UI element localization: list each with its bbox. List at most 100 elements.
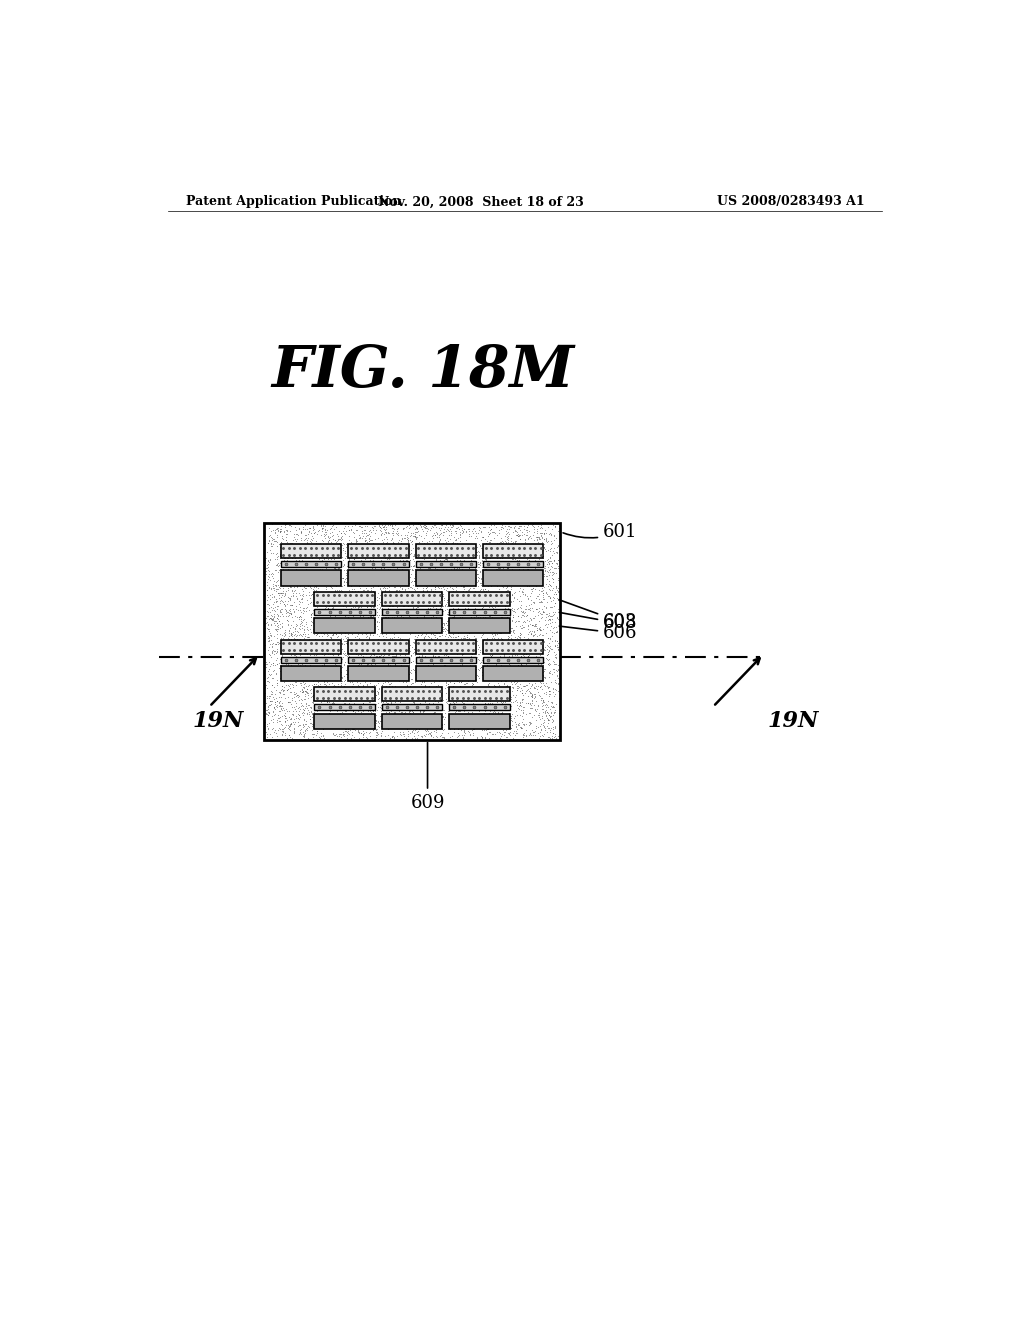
Point <box>548 727 564 748</box>
Point <box>286 723 302 744</box>
Point <box>389 718 406 739</box>
Point <box>444 643 461 664</box>
Point <box>345 697 361 718</box>
Point <box>382 627 398 648</box>
Point <box>469 671 485 692</box>
Point <box>323 548 339 569</box>
Point <box>487 597 504 618</box>
Point <box>397 528 414 549</box>
Point <box>484 597 501 618</box>
Point <box>544 622 560 643</box>
Point <box>451 680 467 701</box>
Point <box>425 714 441 735</box>
Point <box>430 671 446 692</box>
Point <box>450 623 466 644</box>
Point <box>280 535 296 556</box>
Point <box>540 713 556 734</box>
Point <box>504 649 520 671</box>
Point <box>529 696 546 717</box>
Point <box>465 523 481 544</box>
Point <box>485 560 502 581</box>
Point <box>469 560 485 581</box>
Point <box>509 648 525 669</box>
Point <box>441 656 458 677</box>
Point <box>456 717 472 738</box>
Point <box>294 562 310 583</box>
Point <box>302 709 318 730</box>
Point <box>364 655 380 676</box>
Point <box>536 667 552 688</box>
Point <box>402 577 419 598</box>
Point <box>449 566 465 587</box>
Point <box>334 648 350 669</box>
Point <box>437 612 454 634</box>
Point <box>290 668 306 689</box>
Point <box>475 649 492 671</box>
Point <box>481 532 498 553</box>
Point <box>398 527 415 548</box>
Point <box>287 574 303 595</box>
Point <box>341 607 357 628</box>
Point <box>259 605 275 626</box>
Point <box>325 644 341 665</box>
Point <box>414 601 430 622</box>
Point <box>262 548 279 569</box>
Point <box>319 614 336 635</box>
Point <box>378 606 394 627</box>
Point <box>397 602 414 623</box>
Point <box>531 624 548 645</box>
Point <box>349 659 366 680</box>
Point <box>456 540 472 561</box>
Point <box>401 661 418 682</box>
Point <box>438 572 455 593</box>
Point <box>309 523 326 544</box>
Point <box>431 558 447 579</box>
Point <box>454 558 470 579</box>
Point <box>506 517 522 539</box>
Point <box>310 622 327 643</box>
Point <box>339 614 355 635</box>
Point <box>264 610 281 631</box>
Point <box>444 651 461 672</box>
Point <box>548 541 564 562</box>
Point <box>318 628 335 649</box>
Point <box>502 655 518 676</box>
Point <box>530 704 547 725</box>
Point <box>468 543 484 564</box>
Point <box>338 645 354 667</box>
Point <box>369 722 385 743</box>
Bar <box>416 640 476 653</box>
Point <box>516 660 532 681</box>
Point <box>399 572 416 593</box>
Point <box>452 660 468 681</box>
Point <box>543 708 559 729</box>
Point <box>504 645 520 667</box>
Point <box>311 717 328 738</box>
Point <box>544 630 560 651</box>
Point <box>500 708 516 729</box>
Point <box>534 693 550 714</box>
Point <box>500 722 516 743</box>
Point <box>401 723 418 744</box>
Point <box>341 579 357 601</box>
Point <box>486 701 503 722</box>
Point <box>355 681 372 702</box>
Point <box>481 614 498 635</box>
Point <box>468 677 484 698</box>
Point <box>376 659 392 680</box>
Point <box>458 605 474 626</box>
Point <box>520 630 537 651</box>
Point <box>546 653 562 675</box>
Point <box>454 671 470 692</box>
Point <box>295 714 311 735</box>
Point <box>493 561 509 582</box>
Point <box>293 606 309 627</box>
Point <box>531 618 548 639</box>
Point <box>348 660 365 681</box>
Point <box>349 573 366 594</box>
Point <box>489 599 506 620</box>
Point <box>408 517 424 539</box>
Point <box>329 663 345 684</box>
Point <box>295 581 311 602</box>
Point <box>318 661 335 682</box>
